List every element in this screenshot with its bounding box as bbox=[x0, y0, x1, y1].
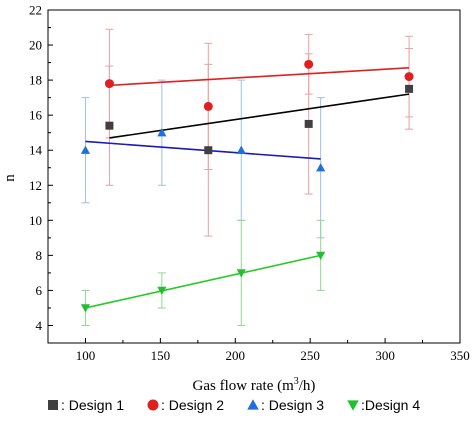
design-1-fit-line bbox=[109, 93, 410, 139]
axis-ticks bbox=[47, 9, 461, 344]
data-markers bbox=[80, 59, 414, 313]
design-2-fit-line bbox=[109, 67, 410, 87]
x-axis-title: Gas flow rate (m3/h) bbox=[193, 376, 316, 394]
design-4-point bbox=[316, 251, 326, 260]
legend-design-4-label: :Design 4 bbox=[361, 397, 420, 413]
y-tick-label: 4 bbox=[36, 318, 43, 333]
legend-design-2-marker bbox=[147, 399, 159, 411]
design-2-point bbox=[203, 101, 213, 111]
design-1-point bbox=[405, 84, 414, 93]
x-tick-label: 100 bbox=[76, 348, 96, 363]
plot-area-border bbox=[47, 9, 461, 344]
y-axis-title: n bbox=[2, 174, 18, 182]
y-tick-label: 16 bbox=[29, 108, 43, 123]
legend-design-3-label: : Design 3 bbox=[261, 397, 324, 413]
design-1-point bbox=[204, 146, 213, 155]
x-tick-label: 250 bbox=[300, 348, 320, 363]
x-axis-title-superscript: 3 bbox=[294, 376, 299, 387]
x-axis-title-tail: /h) bbox=[299, 378, 316, 394]
design-3-point bbox=[316, 163, 326, 172]
legend: : Design 1 : Design 2 : Design 3 :Design 4 bbox=[48, 397, 420, 413]
y-tick-label: 8 bbox=[36, 248, 43, 263]
y-tick-label: 20 bbox=[29, 38, 42, 53]
y-tick-label: 22 bbox=[29, 3, 42, 18]
design-1-point bbox=[105, 121, 114, 130]
legend-design-3-marker bbox=[247, 399, 259, 410]
design-2-point bbox=[104, 79, 114, 89]
design-4-point bbox=[80, 304, 91, 313]
legend-design-1-marker bbox=[48, 400, 58, 410]
plot-frame bbox=[47, 9, 461, 344]
design-3-fit-line bbox=[85, 140, 321, 160]
tick-labels: 100 150 200 250 300 350 4 6 8 10 12 14 16 18 20 22 bbox=[29, 3, 470, 364]
y-tick-label: 10 bbox=[29, 213, 42, 228]
fit-lines bbox=[85, 67, 410, 309]
y-tick-label: 18 bbox=[29, 73, 42, 88]
y-tick-label: 6 bbox=[36, 283, 43, 298]
design-2-point bbox=[404, 72, 414, 82]
design-3-point bbox=[157, 128, 167, 137]
x-tick-label: 200 bbox=[226, 348, 246, 363]
legend-design-1-label: : Design 1 bbox=[61, 397, 124, 413]
design-3-point bbox=[236, 145, 246, 154]
design-4-point bbox=[157, 286, 167, 296]
design-3-point bbox=[80, 145, 91, 154]
x-axis-title-main: Gas flow rate (m bbox=[193, 378, 295, 394]
legend-design-4-marker bbox=[347, 400, 359, 411]
design-4-fit-line bbox=[85, 254, 321, 309]
error-bars bbox=[81, 28, 414, 326]
x-tick-label: 300 bbox=[375, 348, 395, 363]
x-tick-label: 150 bbox=[151, 348, 171, 363]
y-tick-label: 14 bbox=[29, 143, 43, 158]
design-2-point bbox=[304, 59, 314, 69]
x-tick-label: 350 bbox=[450, 348, 470, 363]
design-1-point bbox=[304, 119, 313, 128]
y-tick-label: 12 bbox=[29, 178, 42, 193]
legend-design-2-label: : Design 2 bbox=[161, 397, 224, 413]
design-4-point bbox=[236, 269, 246, 278]
